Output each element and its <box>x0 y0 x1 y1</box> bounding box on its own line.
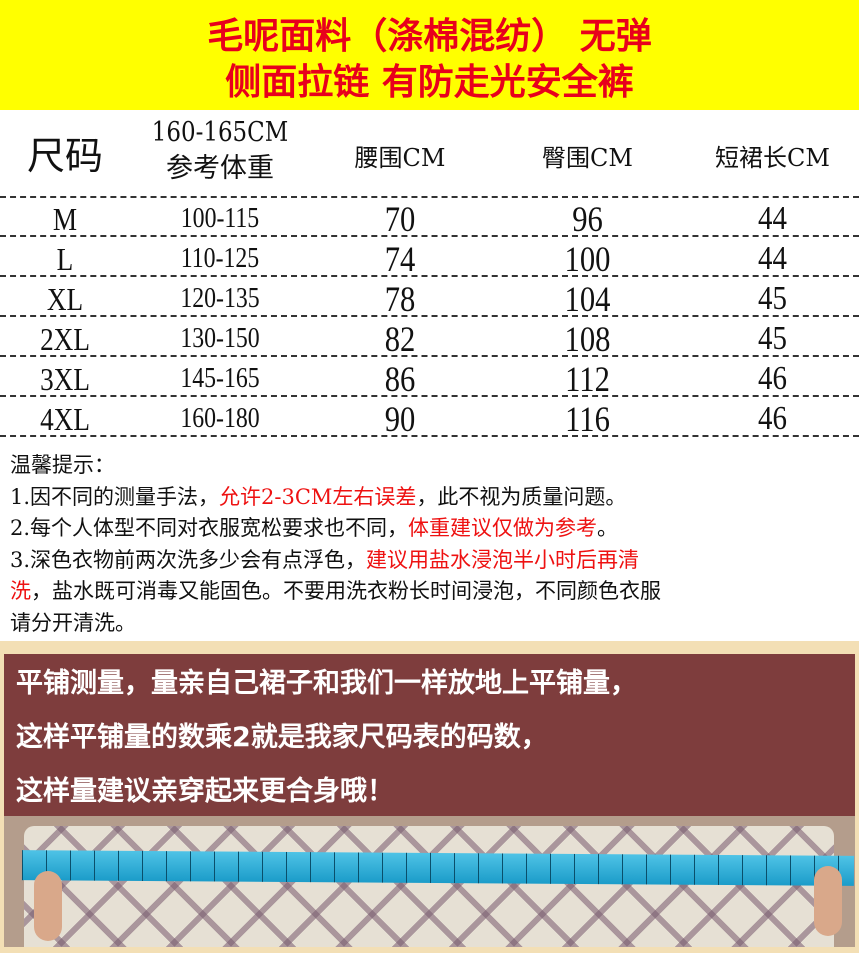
length-cell: 46 <box>758 360 787 397</box>
tip-text: ，盐水既可消毒又能固色。不要用洗衣粉长时间浸泡，不同颜色衣服 <box>31 579 661 603</box>
instruction-line-3: 这样量建议亲穿起来更合身哦！ <box>16 776 394 807</box>
hip-cell: 116 <box>565 399 610 439</box>
waist-cell: 86 <box>384 359 416 399</box>
tip-text: 1.因不同的测量手法， <box>10 484 220 509</box>
tip-3: 3.深色衣物前两次洗多少会有点浮色，建议用盐水浸泡半小时后再清洗，盐水既可消毒又… <box>10 545 855 640</box>
hip-cell: 100 <box>564 239 611 279</box>
weight-cell: 110-125 <box>180 243 260 274</box>
length-cell: 44 <box>758 200 787 237</box>
weight-cell: 130-150 <box>180 323 260 354</box>
header-waist: 腰围CM <box>354 144 446 172</box>
tip-1: 1.因不同的测量手法，允许2-3CM左右误差，此不视为质量问题。 <box>10 482 855 514</box>
tip-highlight: 体重建议仅做为参考 <box>408 516 598 540</box>
size-cell: L <box>56 241 74 277</box>
weight-cell: 145-165 <box>180 363 260 394</box>
instruction-line-2: 这样平铺量的数乘2就是我家尺码表的码数， <box>16 722 548 753</box>
finger-image <box>814 866 842 936</box>
measure-instructions: 平铺测量，量亲自己裙子和我们一样放地上平铺量， 这样平铺量的数乘2就是我家尺码表… <box>4 654 855 816</box>
tip-2: 2.每个人体型不同对衣服宽松要求也不同，体重建议仅做为参考。 <box>10 513 855 545</box>
tip-highlight: 允许2-3CM左右误差 <box>219 484 417 509</box>
waist-cell: 70 <box>384 199 416 239</box>
tips-title: 温馨提示： <box>10 453 115 477</box>
table-row: 4XL 160-180 90 116 46 <box>0 397 859 439</box>
hip-cell: 104 <box>564 279 611 319</box>
tip-text: ，此不视为质量问题。 <box>416 484 627 509</box>
length-cell: 45 <box>758 320 787 357</box>
tip-text: 请分开清洗。 <box>10 610 136 635</box>
waist-cell: 78 <box>384 279 416 319</box>
waist-cell: 82 <box>384 319 416 359</box>
length-cell: 44 <box>758 240 787 277</box>
tip-highlight: 洗 <box>10 579 31 603</box>
divider <box>0 196 859 198</box>
waist-cell: 74 <box>384 239 416 279</box>
size-cell: 2XL <box>40 321 90 357</box>
title-line-2: 侧面拉链 有防走光安全裤 <box>225 61 634 103</box>
measuring-photo <box>4 816 855 947</box>
size-cell: 4XL <box>40 401 90 437</box>
tips: 温馨提示： 1.因不同的测量手法，允许2-3CM左右误差，此不视为质量问题。 2… <box>10 450 855 639</box>
header-weight-height: 160-165CM <box>151 117 289 148</box>
table-row: XL 120-135 78 104 45 <box>0 277 859 319</box>
size-cell: XL <box>46 281 84 317</box>
header-size: 尺码 <box>26 134 103 178</box>
waist-cell: 90 <box>384 399 416 439</box>
weight-cell: 120-135 <box>180 283 260 314</box>
finger-image <box>34 871 62 941</box>
table-row: M 100-115 70 96 44 <box>0 197 859 239</box>
measure-section: 平铺测量，量亲自己裙子和我们一样放地上平铺量， 这样平铺量的数乘2就是我家尺码表… <box>0 641 859 953</box>
tip-highlight: 建议用盐水浸泡半小时后再清 <box>366 547 640 572</box>
instruction-line-1: 平铺测量，量亲自己裙子和我们一样放地上平铺量， <box>16 668 637 699</box>
tip-text: 3.深色衣物前两次洗多少会有点浮色， <box>10 547 367 572</box>
hip-cell: 108 <box>564 319 611 359</box>
plaid-skirt-image <box>24 826 834 947</box>
tip-text: 。 <box>597 516 619 540</box>
weight-cell: 160-180 <box>180 403 260 434</box>
hip-cell: 112 <box>565 359 610 399</box>
tip-text: 2.每个人体型不同对衣服宽松要求也不同， <box>10 516 409 540</box>
size-cell: M <box>52 201 78 237</box>
size-cell: 3XL <box>40 361 90 397</box>
length-cell: 45 <box>758 280 787 317</box>
title-banner: 毛呢面料（涤棉混纺） 无弹 侧面拉链 有防走光安全裤 <box>0 0 859 110</box>
header-weight: 160-165CM 参考体重 <box>130 115 310 197</box>
header-weight-label: 参考体重 <box>166 153 274 184</box>
tape-measure-image <box>21 850 855 886</box>
hip-cell: 96 <box>572 199 603 239</box>
table-row: 3XL 145-165 86 112 46 <box>0 357 859 399</box>
header-hip: 臀围CM <box>542 144 633 172</box>
title-line-1: 毛呢面料（涤棉混纺） 无弹 <box>207 15 652 57</box>
weight-cell: 100-115 <box>180 203 260 234</box>
table-row: 2XL 130-150 82 108 45 <box>0 317 859 359</box>
header-length: 短裙长CM <box>715 144 830 172</box>
table-row: L 110-125 74 100 44 <box>0 237 859 279</box>
length-cell: 46 <box>758 400 787 437</box>
